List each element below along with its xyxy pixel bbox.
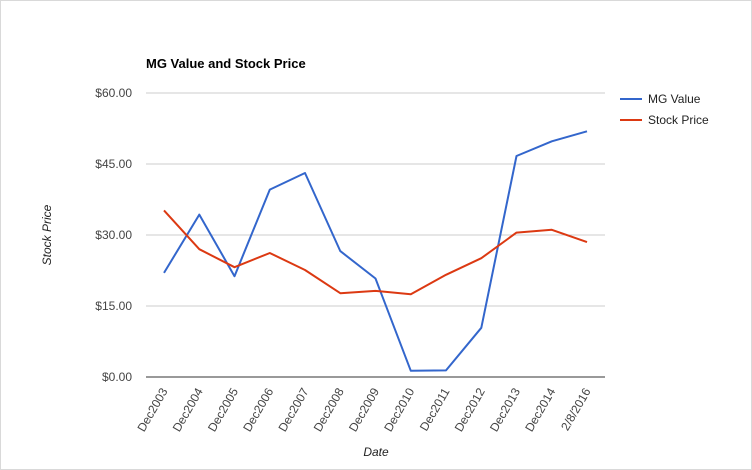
x-tick-label: Dec2010 [381, 385, 417, 434]
y-axis-ticks: $0.00 $15.00 $30.00 $45.00 $60.00 [95, 86, 132, 384]
y-tick-label: $15.00 [95, 299, 132, 313]
x-tick-label: Dec2009 [346, 385, 382, 434]
y-tick-label: $30.00 [95, 228, 132, 242]
y-axis-title: Stock Price [40, 204, 54, 265]
x-tick-label: Dec2014 [522, 385, 558, 434]
x-tick-label: Dec2008 [311, 385, 347, 434]
x-tick-label: Dec2006 [240, 385, 276, 434]
chart-title: MG Value and Stock Price [146, 56, 306, 71]
x-tick-label: Dec2011 [417, 385, 453, 433]
x-tick-label: Dec2007 [275, 385, 311, 434]
x-tick-label: 2/8/2016 [558, 385, 594, 433]
x-axis-ticks: Dec2003 Dec2004 Dec2005 Dec2006 Dec2007 Dec20… [134, 385, 593, 434]
y-tick-label: $0.00 [102, 370, 132, 384]
series-line-mg-value [163, 130, 588, 372]
legend-label: MG Value [648, 92, 701, 106]
x-tick-label: Dec2012 [452, 385, 488, 434]
series-line-stock-price [163, 209, 588, 296]
x-tick-label: Dec2004 [170, 385, 206, 434]
series-lines [163, 130, 588, 372]
x-axis-title: Date [363, 445, 389, 459]
y-tick-label: $45.00 [95, 157, 132, 171]
x-tick-label: Dec2013 [487, 385, 523, 434]
y-tick-label: $60.00 [95, 86, 132, 100]
gridlines [146, 92, 605, 307]
x-tick-label: Dec2005 [205, 385, 241, 434]
legend: MG Value Stock Price [620, 92, 709, 127]
legend-label: Stock Price [648, 113, 709, 127]
x-tick-label: Dec2003 [134, 385, 170, 434]
